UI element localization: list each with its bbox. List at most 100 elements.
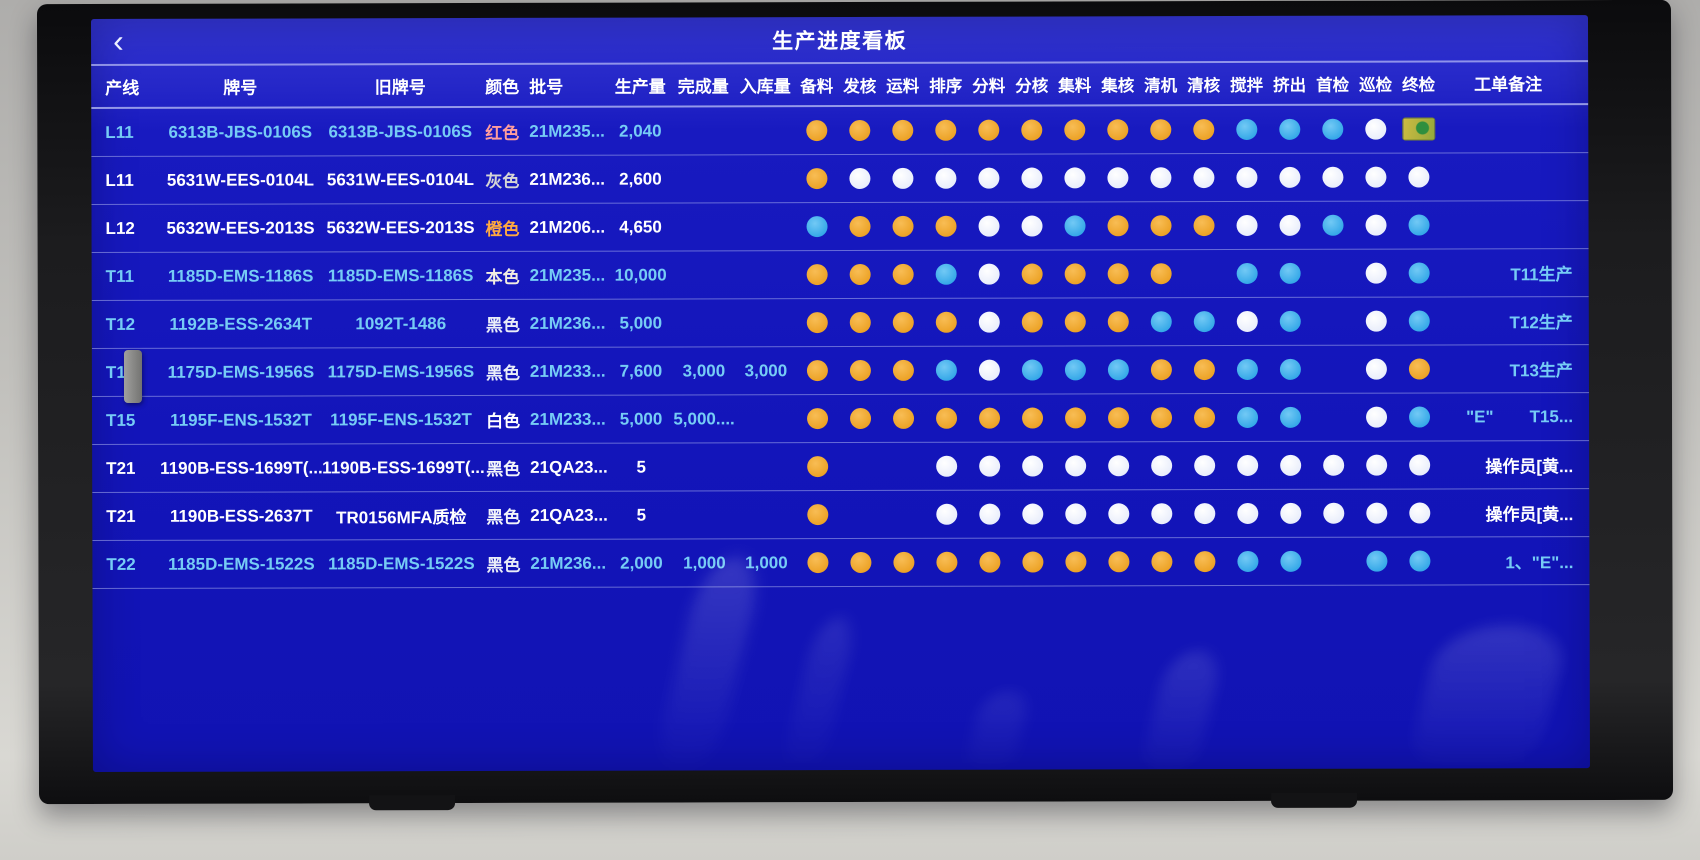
status-dot-cell [838,167,881,190]
status-dot [1193,359,1215,381]
status-dot [1194,455,1216,477]
status-dot-cell [882,263,925,285]
cell-old-brand: 1092T-1486 [355,313,447,333]
status-dot-cell [1226,550,1269,572]
cell-work-order-remark: 操作员[黄... [1441,452,1577,477]
status-dot-cell [1183,263,1226,284]
status-dot [849,119,871,142]
cell-batch: 21M235... [529,121,605,141]
status-dot-cell [925,503,968,525]
table-row[interactable]: T13 1175D-EMS-1956S 1175D-EMS-1956S 黑色 21M23… [91,345,1589,397]
cell-work-order-remark: T13生产 [1441,356,1577,381]
status-dot-cell [1269,502,1312,524]
cell-color: 黑色 [485,363,520,383]
status-dot [806,264,828,286]
status-dot [1064,167,1086,189]
status-dot [1108,407,1130,429]
status-dot-cell [796,360,839,382]
status-dot-cell [1182,167,1225,189]
status-dot-cell [1398,310,1441,332]
status-dot-track [796,214,1441,238]
cell-line: T15 [106,410,136,430]
status-dot [1064,119,1086,141]
table-header: 产线 牌号 旧牌号 颜色 批号 生产量 完成量 入库量 备料 发核 运料 排序 分料 分核 集料 集核 清机清… [91,62,1589,109]
status-dot-cell [1312,359,1355,380]
status-dot [1022,407,1044,429]
dashboard-screen: ‹ 生产进度看板 产线 牌号 旧牌号 颜色 批号 生产量 完成量 入库量 备料 发核 运料 排序 分料… [90,15,1590,772]
cell-brand: 1192B-ESS-2634T [169,313,313,334]
status-dot [1237,550,1259,572]
table-row[interactable]: L11 6313B-JBS-0106S 6313B-JBS-0106S 红色 21M23… [91,105,1589,157]
cell-old-brand: 1175D-EMS-1956S [327,361,475,381]
status-dot-cell [968,359,1011,381]
status-dot [807,552,829,574]
status-dot-cell [1097,551,1140,573]
table-row[interactable]: T22 1185D-EMS-1522S 1185D-EMS-1522S 黑色 21M23… [92,537,1590,589]
status-dot-cell [1011,311,1054,333]
back-button[interactable]: ‹ [113,22,124,59]
status-dot-cell [1398,454,1441,476]
status-dot-cell [839,311,882,334]
cell-produced: 10,000 [614,264,667,285]
cell-line: L11 [105,170,134,190]
cell-produced: 5,000 [619,409,663,429]
status-dot [1064,263,1086,285]
cell-batch: 21M235... [529,265,606,285]
remark-text: T11生产 [1510,265,1573,285]
cell-brand: 5632W-EES-2013S [166,217,315,238]
cell-batch: 21M236... [529,169,606,189]
table-row[interactable]: T21 1190B-ESS-2637T TR0156MFA质检 黑色 21QA23...… [92,489,1590,541]
status-dot-cell [1226,454,1269,476]
table-row[interactable]: T15 1195F-ENS-1532T 1195F-ENS-1532T 白色 21M23… [91,393,1590,445]
status-dot [849,263,871,286]
status-dot-cell [838,119,881,142]
table-row[interactable]: T12 1192B-ESS-2634T 1092T-1486 黑色 21M236... 5… [91,297,1589,349]
status-dot [1193,167,1215,189]
status-dot-cell [1269,310,1312,332]
cell-color: 白色 [486,411,521,431]
status-dot [1280,454,1302,476]
status-dot [806,312,828,334]
status-dot-cell [1097,455,1140,477]
status-dot-cell [968,503,1011,525]
status-dot [1365,262,1387,284]
status-dot-cell [924,119,967,142]
status-dot-track [796,550,1441,574]
table-row[interactable]: T11 1185D-EMS-1186S 1185D-EMS-1186S 本色 21M23… [91,249,1589,301]
cell-work-order-remark: 操作员[黄... [1441,500,1577,525]
status-dot-cell [1354,118,1397,141]
status-dot-cell [1011,551,1054,573]
status-dot-cell [839,456,882,477]
inspection-photo-thumbnail[interactable] [1402,117,1436,141]
cell-old-brand: 6313B-JBS-0106S [328,121,473,141]
status-dot-cell [796,408,839,430]
status-dot-cell [1096,118,1139,141]
status-dot-cell [1097,359,1140,381]
table-row[interactable]: L12 5632W-EES-2013S 5632W-EES-2013S 橙色 21M20… [91,201,1589,253]
status-dot [1236,358,1258,380]
status-dot [1193,215,1215,237]
table-row[interactable]: T21 1190B-ESS-1699T(... 1190B-ESS-1699T(..… [92,441,1590,493]
status-dot-cell [967,167,1010,189]
column-header-color: 颜色 [485,77,520,97]
status-dot [1107,215,1129,237]
status-dot [1280,502,1302,524]
cell-work-order-remark: 1、"E"... [1441,548,1577,573]
column-header-old-brand: 旧牌号 [374,78,426,98]
cell-batch: 21M236... [530,553,607,573]
status-dot [978,167,1000,189]
cell-color: 黑色 [486,507,521,527]
status-dot [935,359,957,381]
status-dot-cell [1097,503,1140,525]
status-dot-cell [925,407,968,429]
status-dot-cell [1311,166,1354,188]
status-dot-cell [1140,215,1183,237]
status-dot [935,215,957,237]
cell-color: 灰色 [485,171,520,191]
cell-produced: 5 [636,457,646,477]
table-row[interactable]: L11 5631W-EES-0104L 5631W-EES-0104L 灰色 21M23… [91,153,1589,205]
status-dot-cell [1355,262,1398,284]
cell-batch: 21M233... [529,361,606,381]
status-dot-cell [1398,550,1441,572]
process-column-header: 清机 [1144,76,1178,95]
